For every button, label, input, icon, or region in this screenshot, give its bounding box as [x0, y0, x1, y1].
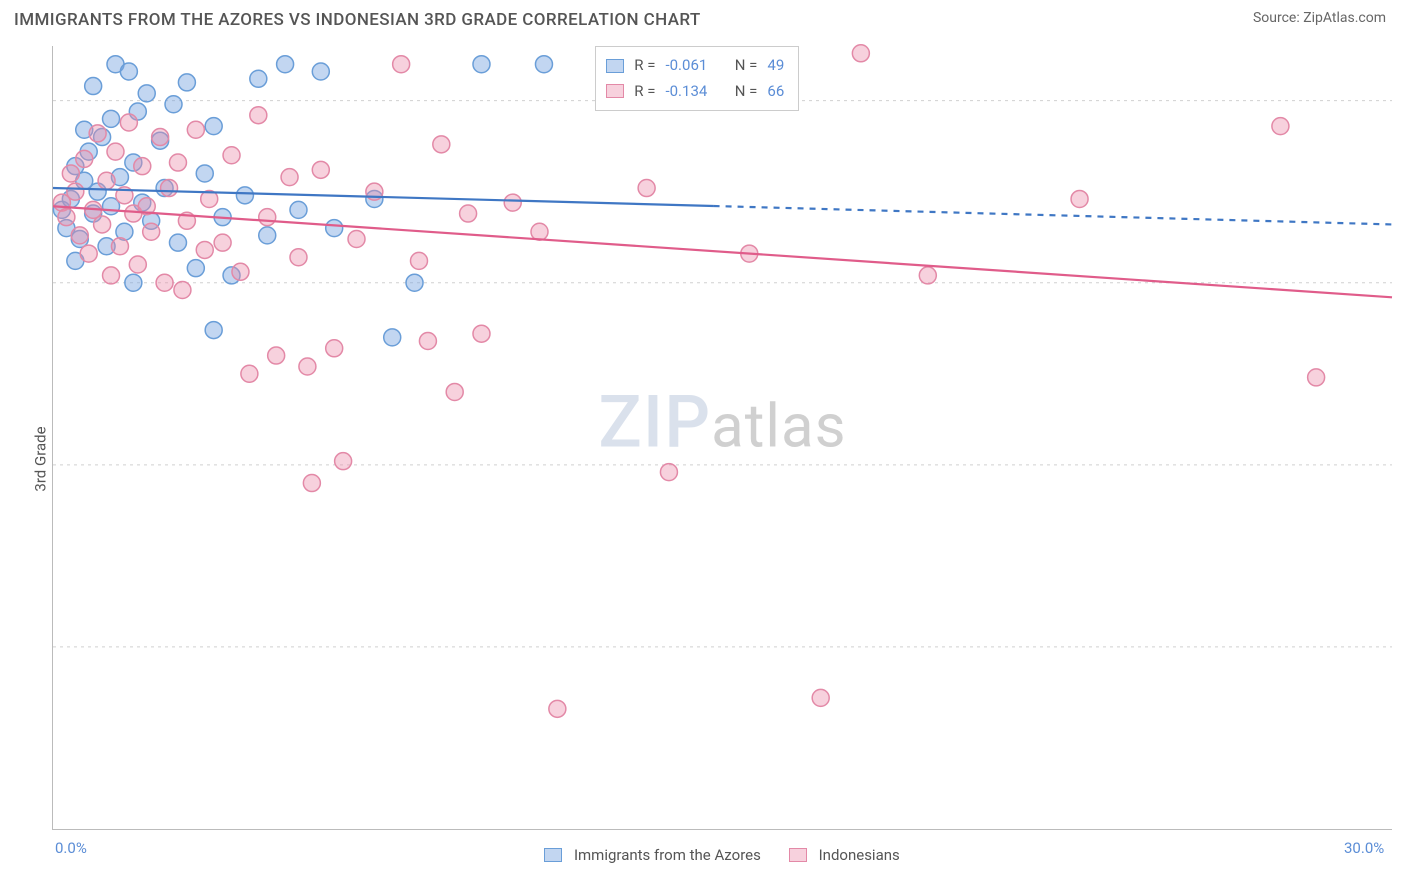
- r-value-1: -0.134: [665, 79, 707, 105]
- stats-row-series-0: R = -0.061 N = 49: [606, 53, 784, 79]
- stats-row-series-1: R = -0.134 N = 66: [606, 79, 784, 105]
- chart-container: 3rd Grade ZIPatlas R = -0.061 N = 49 R =…: [14, 46, 1392, 872]
- legend-item-1: Indonesians: [789, 846, 900, 864]
- bottom-legend: Immigrants from the Azores Indonesians: [52, 846, 1392, 864]
- legend-swatch-bottom-1: [789, 848, 807, 862]
- n-value-1: 66: [767, 79, 784, 105]
- chart-title: IMMIGRANTS FROM THE AZORES VS INDONESIAN…: [14, 10, 701, 30]
- n-label-1: N =: [735, 79, 758, 105]
- legend-item-0: Immigrants from the Azores: [544, 846, 761, 864]
- r-value-0: -0.061: [665, 53, 707, 79]
- legend-label-0: Immigrants from the Azores: [574, 846, 761, 864]
- source-label: Source: ZipAtlas.com: [1253, 10, 1386, 26]
- r-label-0: R =: [634, 53, 655, 79]
- legend-swatch-0: [606, 59, 624, 73]
- n-value-0: 49: [767, 53, 784, 79]
- legend-swatch-1: [606, 84, 624, 98]
- legend-swatch-bottom-0: [544, 848, 562, 862]
- n-label-0: N =: [735, 53, 758, 79]
- y-axis-label: 3rd Grade: [32, 426, 50, 491]
- stats-legend: R = -0.061 N = 49 R = -0.134 N = 66: [595, 46, 799, 111]
- plot-area: ZIPatlas R = -0.061 N = 49 R = -0.134 N …: [52, 46, 1392, 830]
- legend-label-1: Indonesians: [819, 846, 900, 864]
- chart-svg: [53, 46, 1392, 829]
- r-label-1: R =: [634, 79, 655, 105]
